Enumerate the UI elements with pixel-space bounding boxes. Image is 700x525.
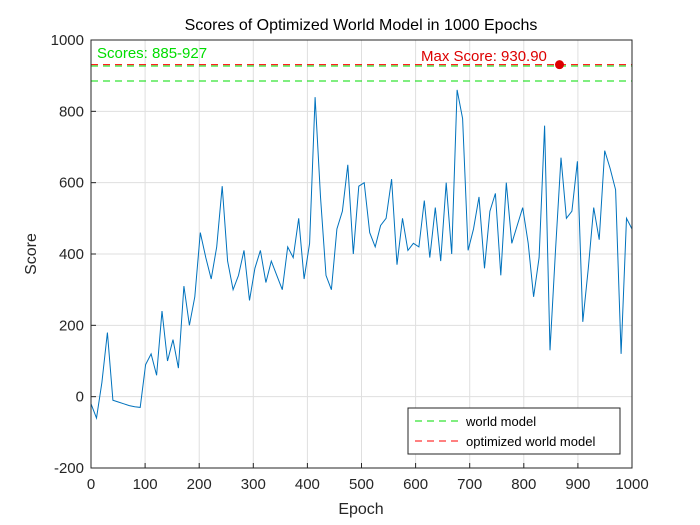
y-tick-label: 0	[76, 389, 84, 406]
y-tick-label: 200	[59, 317, 84, 334]
chart-title: Scores of Optimized World Model in 1000 …	[185, 17, 538, 34]
legend: world model optimized world model	[407, 407, 621, 455]
y-tick-label: 400	[59, 246, 84, 263]
x-tick-label: 500	[349, 476, 374, 493]
score-series-line	[90, 89, 633, 421]
legend-label-world-model: world model	[465, 414, 536, 429]
x-tick-label: 900	[565, 476, 590, 493]
plot-area: Scores: 885-927 Max Score: 930.90	[90, 39, 633, 469]
x-axis-ticks: 0 100 200 300 400 500 600 700 800 900 1000	[87, 463, 649, 493]
scores-range-annotation: Scores: 885-927	[97, 45, 207, 62]
y-axis-title: Score	[23, 233, 40, 275]
x-tick-label: 0	[87, 476, 95, 493]
grid	[91, 40, 632, 468]
legend-box	[407, 407, 621, 455]
max-score-point	[555, 60, 565, 70]
x-tick-label: 700	[457, 476, 482, 493]
x-tick-label: 1000	[615, 476, 648, 493]
x-axis-title: Epoch	[338, 501, 383, 518]
x-tick-label: 200	[187, 476, 212, 493]
max-score-annotation: Max Score: 930.90	[421, 48, 547, 65]
legend-label-optimized-world-model: optimized world model	[466, 434, 595, 449]
reference-lines	[91, 64, 632, 82]
x-tick-label: 600	[403, 476, 428, 493]
y-tick-label: -200	[54, 460, 84, 477]
y-tick-label: 600	[59, 175, 84, 192]
x-tick-label: 800	[511, 476, 536, 493]
y-tick-label: 800	[59, 103, 84, 120]
x-tick-label: 100	[133, 476, 158, 493]
y-tick-label: 1000	[51, 32, 84, 49]
x-tick-label: 400	[295, 476, 320, 493]
y-axis-ticks: -200 0 200 400 600 800 1000	[51, 32, 96, 477]
x-tick-label: 300	[241, 476, 266, 493]
